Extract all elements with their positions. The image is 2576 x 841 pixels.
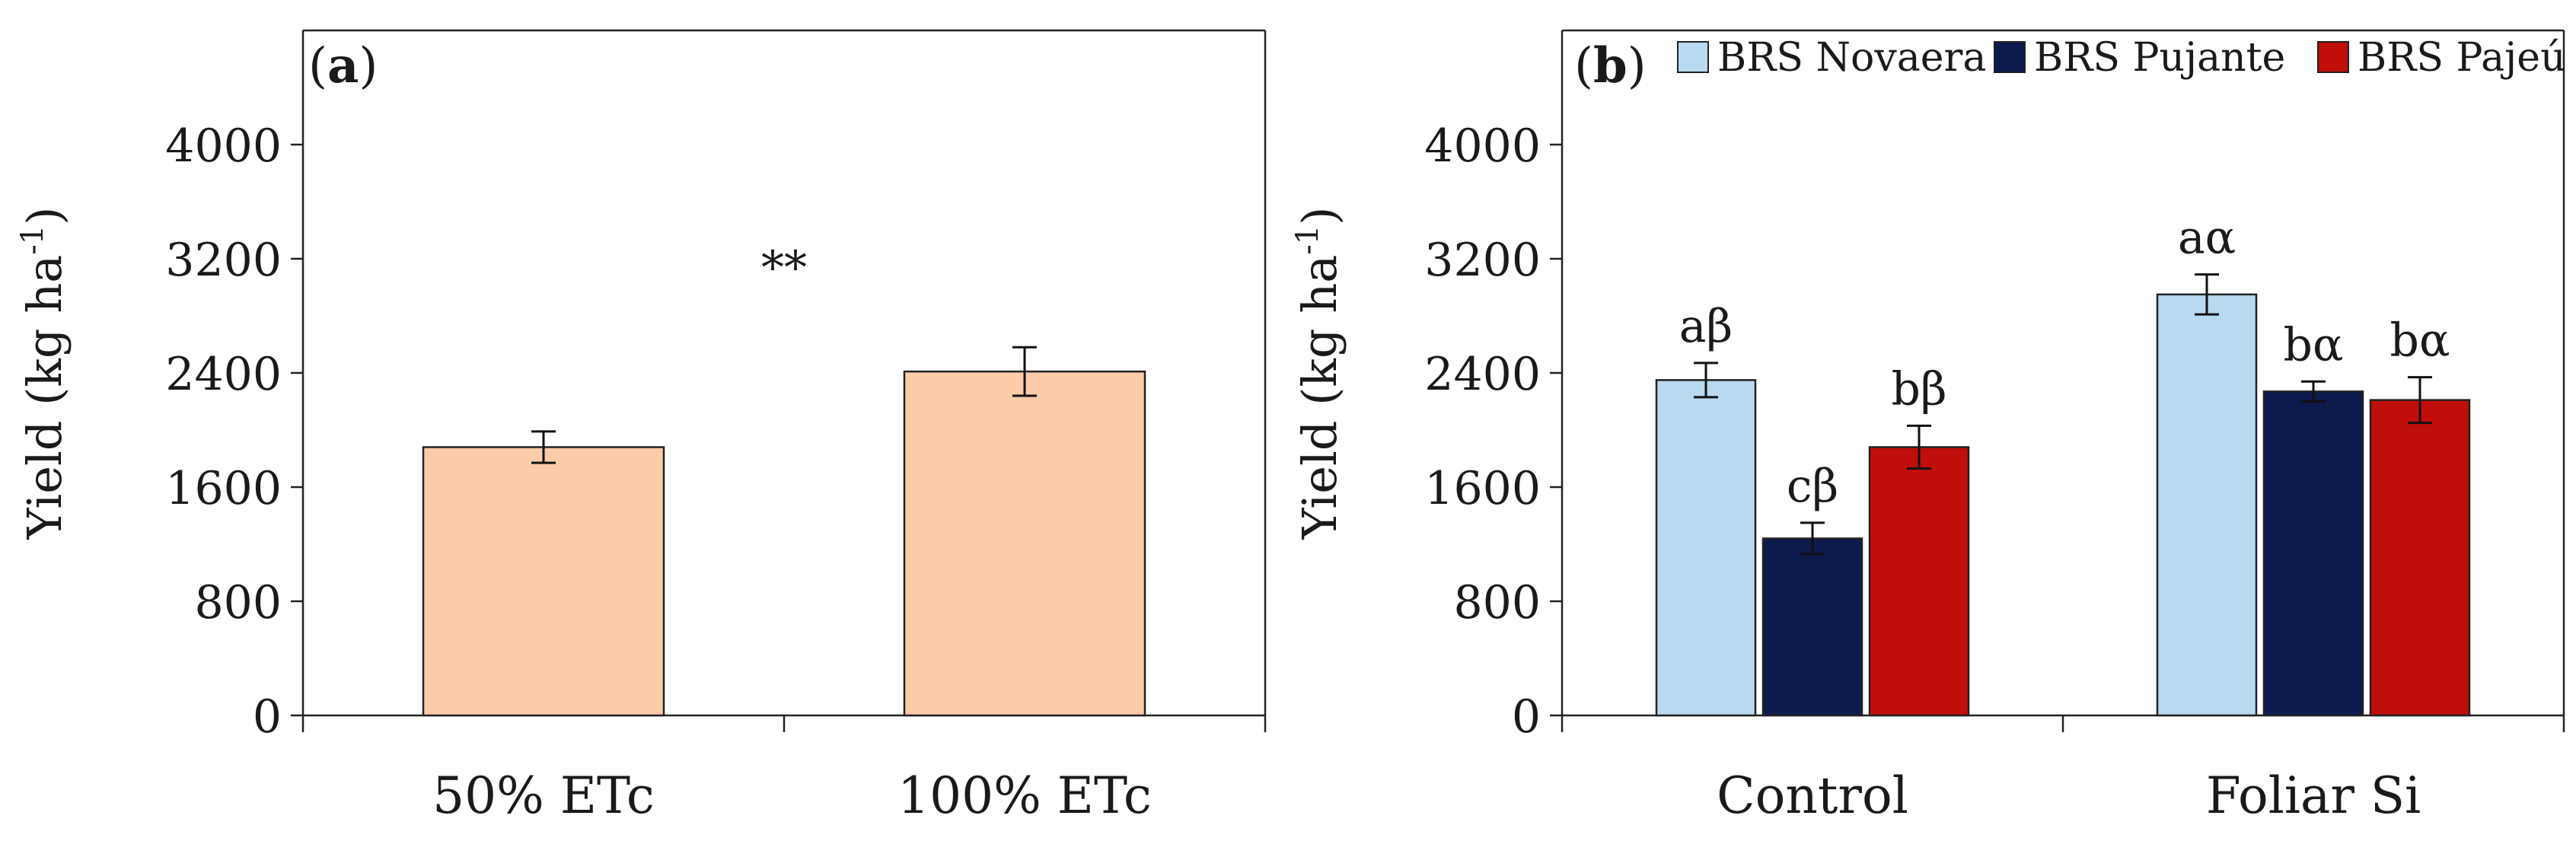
bar (1655, 379, 1757, 717)
significance-annotation: ** (761, 241, 807, 295)
y-axis-title: Yield (kg ha-1) (1290, 207, 1347, 540)
y-axis-title-sup: -1 (1290, 225, 1325, 255)
bar (2156, 293, 2258, 717)
y-tick-label: 0 (253, 690, 282, 744)
panel-label-open: ( (308, 38, 327, 94)
y-axis-title-sup: -1 (15, 225, 50, 255)
y-axis-title-close: ) (17, 207, 72, 225)
y-tick-label: 1600 (165, 462, 282, 515)
legend-item: BRS Pajeú (2317, 35, 2566, 81)
panel-label-letter: b (1593, 37, 1628, 94)
y-tick-label: 0 (1512, 690, 1541, 744)
legend-item: BRS Novaera (1677, 35, 1986, 81)
panel-label-open: ( (1574, 38, 1593, 94)
bar (903, 370, 1146, 717)
bar (2369, 399, 2471, 717)
x-category-label: 100% ETc (897, 766, 1152, 825)
y-tick-label: 4000 (1424, 119, 1541, 173)
legend-swatch (1994, 41, 2026, 73)
y-tick-label: 3200 (1424, 234, 1541, 287)
y-tick-label: 800 (194, 576, 282, 629)
bar-significance-label: cβ (1787, 460, 1838, 513)
y-tick-label: 1600 (1424, 462, 1541, 515)
y-tick-label: 3200 (165, 234, 282, 287)
chart-panel-a: 0 800 1600 2400 3200 4000 Yield (kg ha-1) 50% E… (15, 29, 1267, 825)
chart-panel-b: 0 800 1600 2400 3200 4000 Yield (kg ha-1) Contr… (1290, 29, 2566, 825)
y-axis-title-main: Yield (kg ha (17, 255, 72, 540)
y-axis-title-close: ) (1292, 207, 1347, 225)
bar-significance-label: aβ (1679, 300, 1733, 353)
panel-label: (b) (1574, 37, 1647, 94)
panel-label-close: ) (1628, 38, 1647, 94)
y-axis-title: Yield (kg ha-1) (15, 207, 72, 540)
y-axis-title-main: Yield (kg ha (1292, 255, 1347, 540)
panel-label-letter: a (327, 37, 359, 94)
x-category-label: 50% ETc (432, 766, 655, 825)
legend-label: BRS Pujante (2034, 35, 2285, 81)
x-category-label: Control (1717, 766, 1908, 825)
y-tick-label: 800 (1453, 576, 1541, 629)
legend-swatch (2317, 41, 2349, 73)
legend-swatch (1677, 41, 1709, 73)
legend-label: BRS Novaera (1717, 35, 1986, 81)
legend-item: BRS Pujante (1994, 35, 2285, 81)
x-category-label: Foliar Si (2206, 766, 2421, 825)
bar (1761, 537, 1863, 717)
bar (2262, 390, 2364, 717)
y-tick-label: 2400 (1424, 348, 1541, 401)
bar-significance-label: bβ (1891, 362, 1946, 416)
y-tick-label: 4000 (165, 119, 282, 173)
legend-label: BRS Pajeú (2358, 35, 2566, 81)
bar-significance-label: bα (2284, 318, 2344, 371)
bar-significance-label: aα (2178, 212, 2236, 265)
bar (1868, 446, 1970, 717)
panel-label: (a) (308, 37, 378, 94)
y-tick-label: 2400 (165, 348, 282, 401)
panel-label-close: ) (359, 38, 378, 94)
bar (422, 446, 665, 717)
bar-significance-label: bα (2390, 314, 2450, 368)
